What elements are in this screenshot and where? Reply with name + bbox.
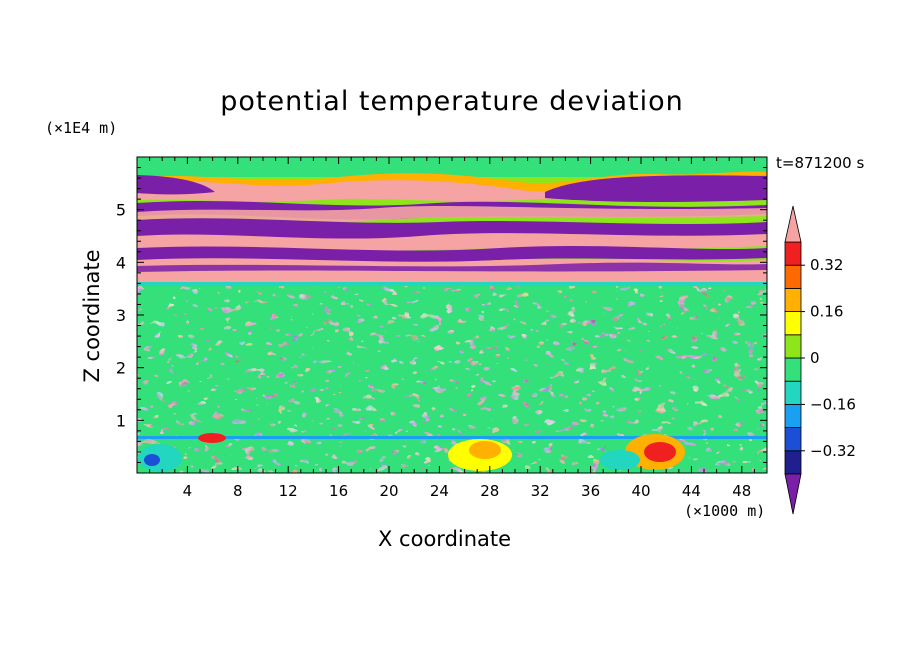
x-tick-label: 16 <box>329 482 348 500</box>
colorbar-label: −0.16 <box>810 395 856 413</box>
colorbar-bottom-arrow <box>784 473 802 515</box>
colorbar-cell <box>784 427 802 452</box>
band-purple-right <box>545 175 767 202</box>
y-tick-label: 1 <box>116 411 126 430</box>
x-ticks: 4 8 12 16 20 24 28 32 36 40 44 48 <box>149 157 755 500</box>
warm-pocket-3-core <box>644 442 676 462</box>
colorbar-cell <box>784 357 802 382</box>
x-tick-label: 48 <box>732 482 751 500</box>
colorbar-cell <box>784 287 802 312</box>
y-ticks: 1 2 3 4 5 <box>116 167 767 463</box>
band-pink-5 <box>137 270 767 285</box>
colorbar-cell <box>784 403 802 428</box>
band-top-green <box>137 157 767 177</box>
cool-pocket-2 <box>600 450 640 470</box>
y-tick-label: 2 <box>116 359 126 378</box>
band-blue-line <box>137 436 767 439</box>
x-tick-label: 12 <box>279 482 298 500</box>
warm-pocket-1 <box>198 433 226 443</box>
colorbar-cell <box>784 264 802 289</box>
x-tick-label: 4 <box>183 482 193 500</box>
colorbar-cell <box>784 380 802 405</box>
cool-pocket-1-core <box>144 454 160 466</box>
x-tick-label: 20 <box>379 482 398 500</box>
colorbar-cell <box>784 241 802 266</box>
y-tick-label: 3 <box>116 306 126 325</box>
colorbar-label: −0.32 <box>810 442 856 460</box>
x-tick-label: 28 <box>480 482 499 500</box>
band-purple-4 <box>137 246 767 262</box>
band-purple-3 <box>137 218 767 240</box>
x-axis-label: X coordinate <box>378 527 512 551</box>
y-tick-label: 5 <box>116 201 126 220</box>
band-pink-2 <box>137 206 767 223</box>
y-tick-label: 4 <box>116 253 126 272</box>
x-tick-label: 44 <box>682 482 701 500</box>
colorbar-cell <box>784 450 802 475</box>
colorbar-label: 0 <box>810 349 820 367</box>
colorbar-label: 0.32 <box>810 256 843 274</box>
chart-title: potential temperature deviation <box>220 86 684 117</box>
x-tick-label: 36 <box>581 482 600 500</box>
colorbar-label: 0.16 <box>810 303 843 321</box>
colorbar: 0.32 0.16 0 −0.16 −0.32 <box>784 205 856 515</box>
y-axis-unit: (×1E4 m) <box>45 119 118 137</box>
band-cyan-line <box>137 282 767 286</box>
heatmap-field <box>137 157 767 473</box>
colorbar-cell <box>784 311 802 336</box>
warm-pocket-2-core <box>469 441 501 459</box>
colorbar-cell <box>784 334 802 359</box>
x-tick-label: 8 <box>233 482 243 500</box>
x-tick-label: 40 <box>631 482 650 500</box>
time-label: t=871200 s <box>776 154 865 172</box>
x-tick-label: 32 <box>531 482 550 500</box>
colorbar-top-arrow <box>784 205 802 243</box>
band-purple-left <box>137 175 215 195</box>
mid-region-noise <box>137 286 767 436</box>
x-axis-unit: (×1000 m) <box>684 502 766 520</box>
x-tick-label: 24 <box>430 482 449 500</box>
